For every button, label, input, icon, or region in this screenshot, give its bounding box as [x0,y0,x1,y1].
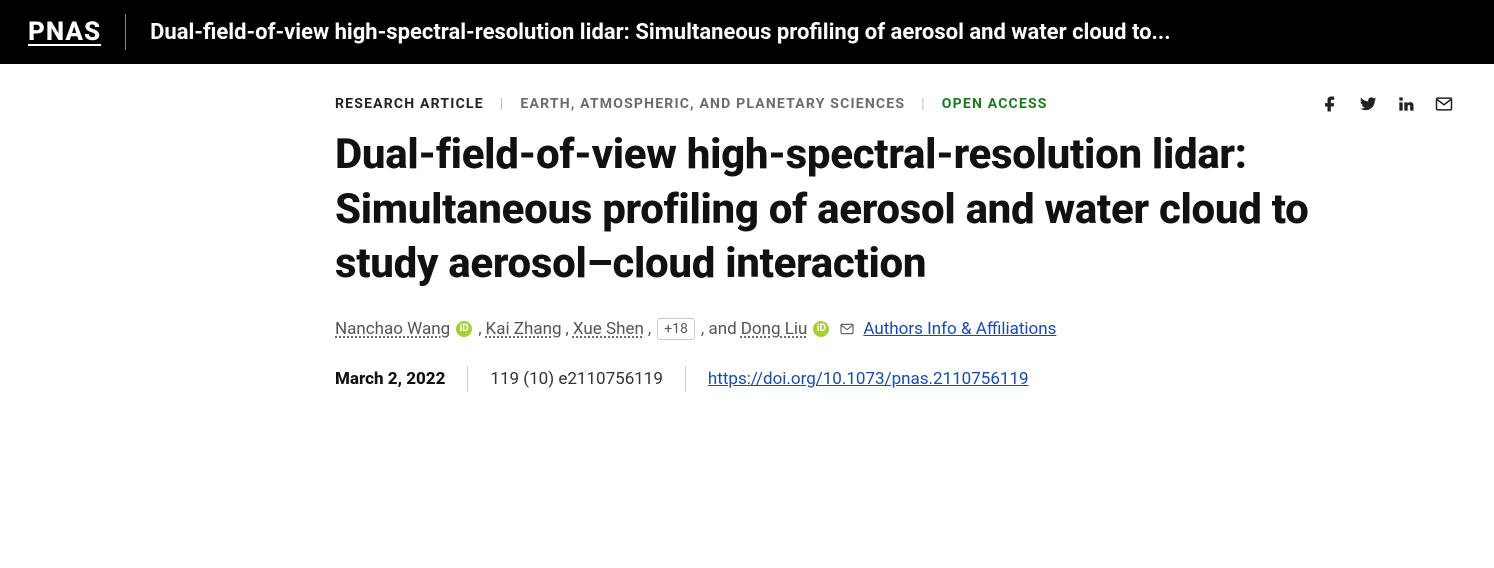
divider [685,366,686,392]
author-list: Nanchao Wang iD , Kai Zhang , Xue Shen ,… [335,318,1454,340]
article-header: RESEARCH ARTICLE | EARTH, ATMOSPHERIC, A… [0,64,1494,418]
more-authors-button[interactable]: +18 [657,318,695,340]
orcid-icon[interactable]: iD [813,321,829,337]
journal-logo[interactable]: PNAS [28,17,101,47]
citation-info: 119 (10) e2110756119 [490,369,663,389]
comma: , [478,319,481,339]
article-title: Dual-field-of-view high-spectral-resolut… [335,128,1365,292]
author-link[interactable]: Xue Shen [573,319,644,339]
meta-row: RESEARCH ARTICLE | EARTH, ATMOSPHERIC, A… [335,94,1454,114]
author-link[interactable]: Dong Liu [741,319,808,339]
linkedin-icon[interactable] [1396,94,1416,114]
author-link[interactable]: Nanchao Wang [335,319,450,339]
comma: , [566,319,569,339]
email-icon[interactable] [1434,94,1454,114]
doi-link[interactable]: https://doi.org/10.1073/pnas.2110756119 [708,369,1029,389]
twitter-icon[interactable] [1358,94,1378,114]
article-type: RESEARCH ARTICLE [335,96,484,112]
meta-labels: RESEARCH ARTICLE | EARTH, ATMOSPHERIC, A… [335,96,1304,112]
divider [125,14,126,50]
separator: | [500,96,505,112]
category-link[interactable]: EARTH, ATMOSPHERIC, AND PLANETARY SCIENC… [520,96,905,112]
author-link[interactable]: Kai Zhang [486,319,562,339]
affiliations-link[interactable]: Authors Info & Affiliations [863,319,1056,339]
divider [467,366,468,392]
topbar-title: Dual-field-of-view high-spectral-resolut… [150,20,1466,45]
facebook-icon[interactable] [1320,94,1340,114]
publication-date: March 2, 2022 [335,369,445,389]
share-icons [1320,94,1454,114]
top-bar: PNAS Dual-field-of-view high-spectral-re… [0,0,1494,64]
corresponding-email-icon[interactable] [839,321,855,337]
open-access-label: OPEN ACCESS [942,96,1048,112]
publication-info: March 2, 2022 119 (10) e2110756119 https… [335,360,1454,398]
orcid-icon[interactable]: iD [456,321,472,337]
comma: , [648,319,651,339]
and-text: , and [701,319,737,339]
separator: | [921,96,926,112]
